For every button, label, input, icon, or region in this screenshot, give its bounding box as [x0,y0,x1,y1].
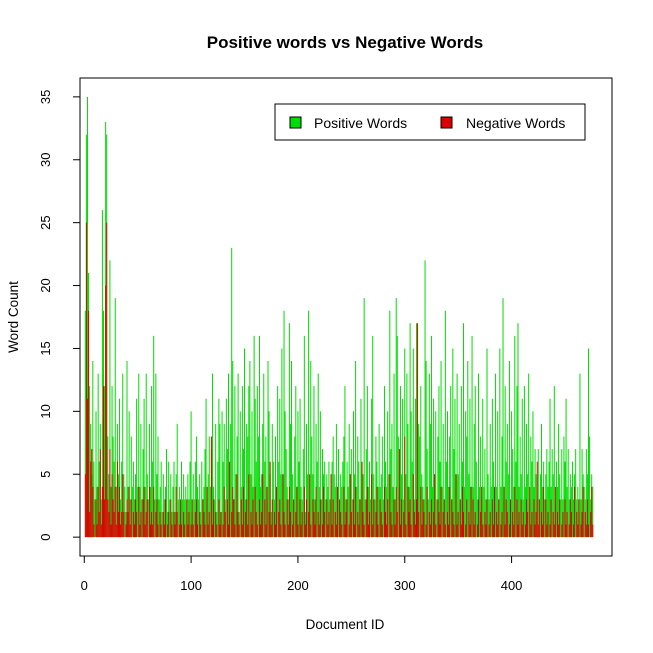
y-tick-label: 25 [38,215,53,229]
legend: Positive Words Negative Words [274,103,586,141]
legend-swatch-negative [440,116,453,129]
series-negative [84,222,594,538]
y-axis-title: Word Count [6,281,21,353]
legend-label-positive: Positive Words [314,115,407,131]
chart-title: Positive words vs Negative Words [207,33,484,52]
legend-label-negative: Negative Words [466,115,565,131]
y-tick-label: 0 [38,534,53,541]
y-tick-label: 15 [38,341,53,355]
x-tick-label: 400 [501,578,523,593]
series-layer [84,96,594,538]
x-tick-label: 300 [394,578,416,593]
x-tick-label: 0 [81,578,88,593]
legend-box [274,103,586,141]
y-tick-label: 30 [38,153,53,167]
x-tick-label: 200 [287,578,309,593]
y-tick-label: 35 [38,90,53,104]
y-tick-label: 20 [38,278,53,292]
x-axis: 0 100 200 300 400 [81,555,523,593]
y-tick-label: 10 [38,404,53,418]
x-tick-label: 100 [180,578,202,593]
y-tick-label: 5 [38,471,53,478]
x-axis-title: Document ID [306,617,385,632]
legend-swatch-positive [289,116,302,129]
y-axis: 0 5 10 15 20 25 30 35 [38,90,81,541]
series-positive [84,96,594,538]
